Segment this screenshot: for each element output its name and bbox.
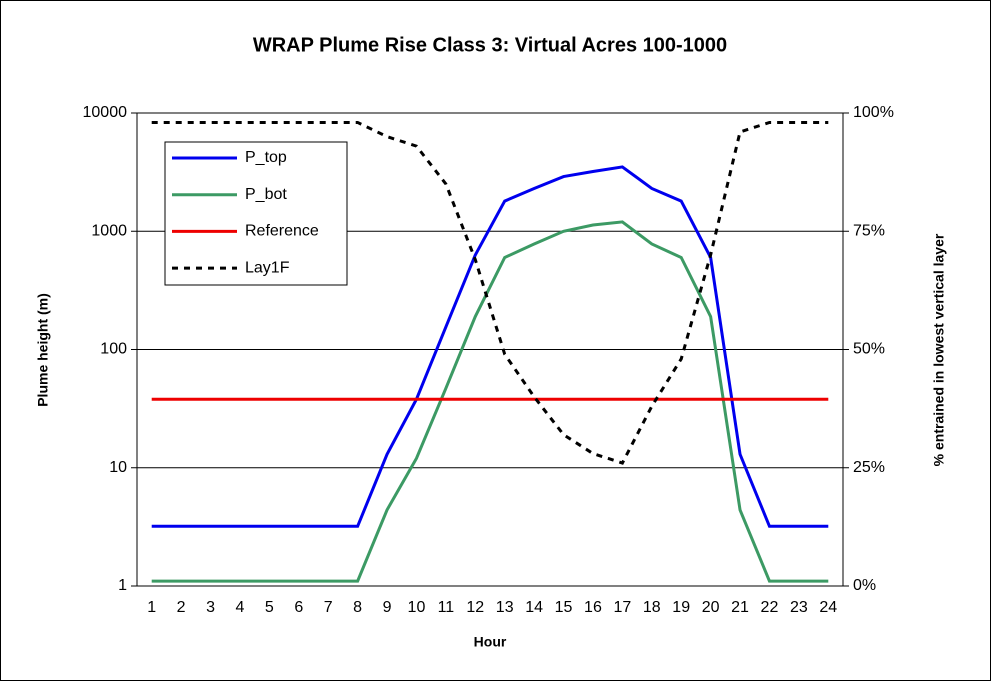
x-tick-label: 1 [147,599,156,616]
x-tick-label: 7 [324,599,333,616]
y-tick-label: 1 [118,577,127,594]
x-tick-label: 19 [672,599,690,616]
x-tick-label: 16 [584,599,602,616]
y2-tick-label: 50% [853,341,885,358]
legend-label: P_top [245,149,287,166]
x-tick-label: 3 [206,599,215,616]
x-tick-label: 21 [731,599,749,616]
y-tick-label: 10000 [83,104,128,121]
series-line [151,220,829,583]
x-tick-label: 4 [236,599,245,616]
y2-tick-label: 25% [853,459,885,476]
x-tick-label: 24 [819,599,837,616]
y-tick-label: 100 [100,341,127,358]
x-tick-label: 15 [555,599,573,616]
x-axis-label: Hour [474,634,507,650]
legend-label: Lay1F [245,259,290,276]
x-tick-label: 17 [613,599,631,616]
y-tick-label: 1000 [91,222,127,239]
x-tick-label: 13 [496,599,514,616]
y2-tick-label: 0% [853,577,876,594]
x-tick-label: 9 [383,599,392,616]
legend-label: Reference [245,223,319,240]
x-tick-label: 12 [466,599,484,616]
x-tick-label: 2 [177,599,186,616]
chart-title: WRAP Plume Rise Class 3: Virtual Acres 1… [253,34,727,56]
x-tick-label: 11 [438,599,455,616]
y-tick-label: 10 [109,459,127,476]
y2-tick-label: 75% [853,222,885,239]
x-tick-label: 10 [408,599,426,616]
y2-axis-label: % entrained in lowest vertical layer [931,233,947,466]
x-tick-label: 8 [353,599,362,616]
x-tick-label: 18 [643,599,661,616]
series-line [151,165,829,528]
x-tick-label: 23 [790,599,808,616]
y-axis-label: Plume height (m) [35,293,51,407]
series-line [151,120,829,465]
y2-tick-label: 100% [853,104,894,121]
legend-box [164,141,348,286]
x-tick-label: 14 [525,599,543,616]
x-tick-label: 5 [265,599,274,616]
legend-label: P_bot [245,186,287,203]
x-tick-label: 6 [294,599,303,616]
x-tick-label: 22 [761,599,779,616]
x-tick-label: 20 [702,599,720,616]
